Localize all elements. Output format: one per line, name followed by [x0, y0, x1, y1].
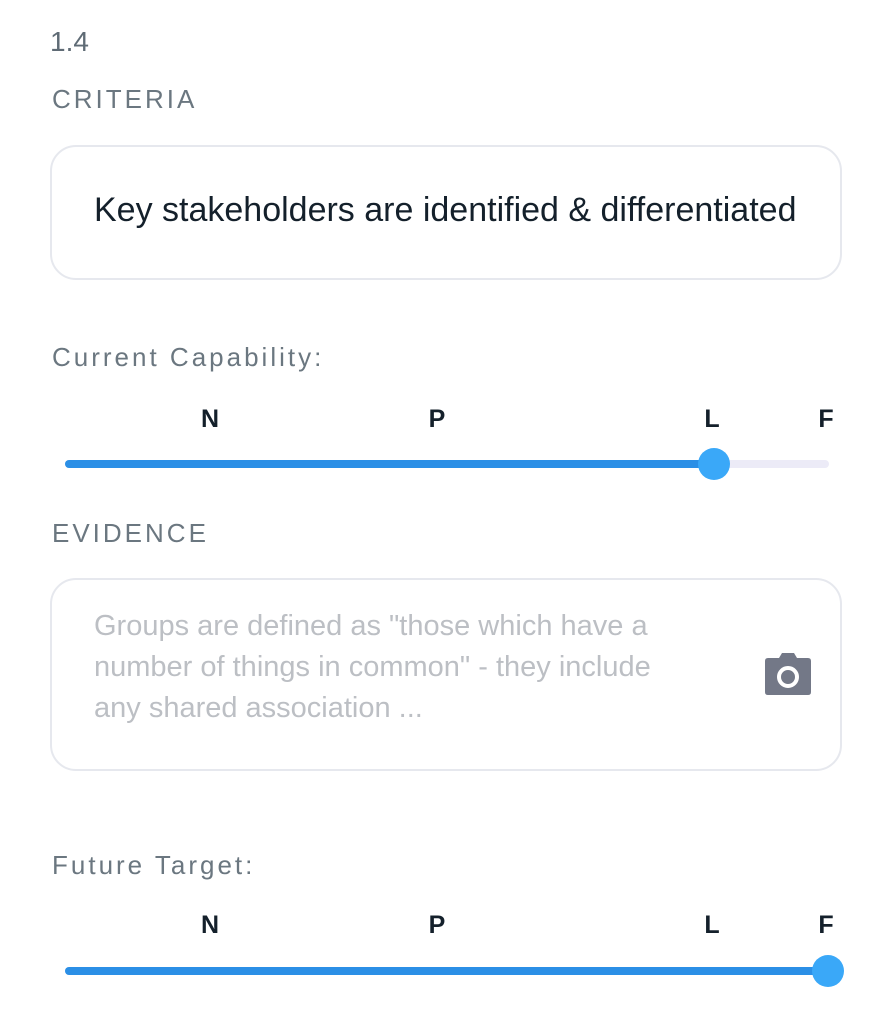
- tick-p: P: [428, 911, 446, 939]
- slider-thumb[interactable]: [698, 448, 730, 480]
- tick-f: F: [818, 405, 834, 433]
- current-capability-label: Current Capability:: [52, 342, 325, 372]
- camera-icon[interactable]: [764, 652, 812, 696]
- slider-fill: [65, 967, 829, 975]
- slider-track[interactable]: [65, 955, 844, 987]
- evidence-placeholder: Groups are defined as "those which have …: [94, 610, 651, 724]
- evidence-input[interactable]: Groups are defined as "those which have …: [50, 578, 842, 771]
- tick-l: L: [704, 911, 720, 939]
- evidence-label: EVIDENCE: [52, 518, 209, 548]
- tick-n: N: [200, 911, 220, 939]
- tick-l: L: [704, 405, 720, 433]
- tick-f: F: [818, 911, 834, 939]
- criteria-label: CRITERIA: [52, 84, 198, 114]
- slider-fill: [65, 460, 714, 468]
- item-number: 1.4: [50, 26, 89, 57]
- slider-thumb[interactable]: [812, 955, 844, 987]
- future-target-label: Future Target:: [52, 850, 256, 880]
- tick-p: P: [428, 405, 446, 433]
- criteria-field[interactable]: Key stakeholders are identified & differ…: [50, 145, 842, 280]
- tick-n: N: [200, 405, 220, 433]
- criteria-text: Key stakeholders are identified & differ…: [94, 191, 797, 229]
- slider-track[interactable]: [65, 448, 829, 480]
